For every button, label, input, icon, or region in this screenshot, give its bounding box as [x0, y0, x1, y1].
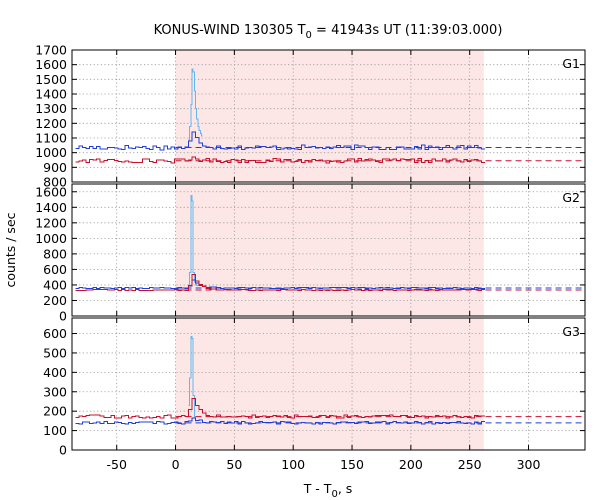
y-tick-label: 300: [43, 384, 67, 399]
y-tick-label: 1300: [35, 101, 67, 116]
hist-counts-a: [75, 131, 485, 151]
hist-high-res-1: [188, 68, 203, 141]
chart-title: KONUS-WIND 130305 T0 = 41943s UT (11:39:…: [154, 23, 503, 41]
y-tick-label: 1500: [35, 72, 67, 87]
y-tick-label: 100: [43, 423, 67, 438]
x-axis-label: T - T0, s: [303, 481, 353, 500]
highlight-interval: [175, 184, 484, 316]
y-tick-label: 1000: [35, 231, 67, 246]
y-tick-label: 0: [59, 443, 67, 458]
panel-label: G3: [562, 324, 580, 339]
y-tick-label: 1600: [35, 184, 67, 199]
y-tick-label: 400: [43, 365, 67, 380]
x-tick-label: 50: [226, 457, 242, 472]
y-tick-label: 0: [59, 309, 67, 324]
y-tick-label: 900: [43, 160, 67, 175]
y-tick-label: 1000: [35, 145, 67, 160]
panels: 80090010001100120013001400150016001700G1…: [35, 43, 586, 472]
y-tick-label: 800: [43, 246, 67, 261]
panel-frame: [71, 49, 586, 183]
highlight-interval: [175, 318, 484, 450]
y-tick-label: 1700: [35, 43, 67, 58]
x-tick-label: 100: [281, 457, 305, 472]
x-tick-label: -50: [107, 457, 127, 472]
panel-frame: [71, 317, 586, 451]
x-tick-label: 0: [172, 457, 180, 472]
y-tick-label: 1600: [35, 57, 67, 72]
x-tick-label: 200: [399, 457, 423, 472]
panel-g3: 0 100 200 300 400 500 600 G3: [43, 317, 586, 458]
y-tick-label: 1100: [35, 131, 67, 146]
panel-label: G1: [562, 56, 580, 71]
panel-label: G2: [562, 190, 580, 205]
x-tick-label: 150: [340, 457, 364, 472]
y-tick-label: 1200: [35, 116, 67, 131]
hist-high-res-2: [188, 195, 198, 286]
y-tick-label: 800: [43, 175, 67, 190]
y-tick-label: 200: [43, 404, 67, 419]
y-tick-label: 1400: [35, 87, 67, 102]
x-tick-label: 250: [458, 457, 482, 472]
y-tick-label: 200: [43, 293, 67, 308]
hist-counts-a: [75, 279, 485, 290]
y-tick-label: 1400: [35, 200, 67, 215]
y-tick-label: 400: [43, 277, 67, 292]
y-tick-label: 500: [43, 345, 67, 360]
y-tick-label: 600: [43, 326, 67, 341]
y-tick-label: 600: [43, 262, 67, 277]
hist-counts-a: [75, 417, 485, 425]
y-tick-label: 1200: [35, 215, 67, 230]
y-axis-label: counts / sec: [3, 212, 18, 287]
x-tick-label: 300: [517, 457, 541, 472]
panel-frame: [71, 183, 586, 317]
hist-high-res-3: [188, 335, 197, 422]
